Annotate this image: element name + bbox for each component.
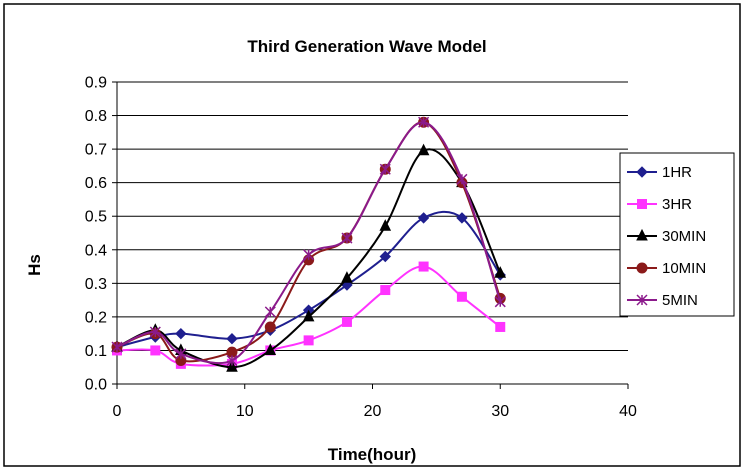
x-tick-label: 20 [364, 403, 382, 420]
legend-item-5min: 5MIN [627, 292, 698, 309]
legend-item-3hr: 3HR [627, 196, 692, 213]
series-group [111, 116, 507, 372]
series-line [116, 148, 502, 369]
data-point [494, 266, 507, 278]
legend-item-1hr: 1HR [627, 164, 692, 181]
legend-item-10min: 10MIN [627, 260, 706, 277]
data-point [417, 212, 430, 224]
data-point [175, 348, 187, 360]
legend-item-30min: 30MIN [627, 228, 706, 245]
x-tick-label: 0 [113, 403, 122, 420]
y-tick-label: 0.9 [85, 75, 107, 92]
y-tick-label: 0.4 [85, 242, 107, 259]
data-point [379, 163, 391, 175]
data-point [226, 360, 238, 372]
x-tick-label: 40 [619, 403, 637, 420]
data-point [418, 116, 430, 128]
legend-marker [637, 199, 647, 209]
data-point [494, 296, 506, 308]
legend-label: 1HR [662, 164, 692, 181]
legend-label: 5MIN [662, 292, 698, 309]
data-point [302, 309, 315, 322]
data-point [226, 354, 238, 367]
legend-box [619, 152, 735, 317]
legend-label: 3HR [662, 196, 692, 213]
chart-title: Third Generation Wave Model [247, 37, 486, 56]
data-point [264, 343, 277, 355]
legend-marker [636, 228, 648, 241]
data-point [456, 173, 468, 185]
series-line [116, 121, 502, 365]
y-tick-label: 0.3 [85, 276, 107, 293]
legend: 1HR 3HR 30MIN 10MIN 5MIN [619, 152, 735, 317]
data-point [226, 332, 238, 345]
y-tick-label: 0.1 [85, 343, 107, 360]
data-point [303, 249, 315, 261]
series-5min [111, 116, 506, 367]
data-point [264, 306, 276, 318]
data-point [379, 219, 392, 231]
y-tick-label: 0.0 [85, 377, 107, 394]
y-tick-label: 0.8 [85, 108, 107, 125]
data-point [149, 326, 161, 338]
data-point [456, 291, 467, 302]
axes [112, 81, 629, 389]
legend-label: 10MIN [662, 260, 706, 277]
data-point [303, 335, 314, 346]
y-tick-label: 0.7 [85, 142, 107, 159]
x-axis-label: Time(hour) [328, 445, 416, 464]
y-tick-label: 0.6 [85, 175, 107, 192]
legend-marker [636, 166, 648, 178]
x-tick-label: 30 [491, 403, 509, 420]
data-point [111, 341, 123, 353]
legend-marker [636, 262, 648, 274]
data-point [456, 212, 468, 224]
data-point [495, 321, 506, 332]
y-axis-label: Hs [25, 254, 44, 276]
x-tick-label: 10 [236, 403, 254, 420]
y-tick-label: 0.5 [85, 209, 107, 226]
legend-label: 30MIN [662, 228, 706, 245]
data-point [341, 316, 352, 327]
y-tick-label: 0.2 [85, 309, 107, 326]
data-point [379, 250, 391, 263]
data-point [264, 321, 276, 333]
data-point [175, 327, 187, 340]
legend-marker [636, 294, 648, 306]
data-point [418, 261, 429, 272]
grid [117, 81, 628, 351]
data-point [380, 285, 391, 296]
data-point [150, 345, 161, 356]
data-point [341, 232, 353, 244]
data-point [341, 271, 353, 283]
data-point [417, 143, 430, 156]
tick-labels: 0.0 0.1 0.2 0.3 0.4 0.5 0.6 0.7 0.8 0.9 0 10 20 30 40 [85, 75, 637, 421]
